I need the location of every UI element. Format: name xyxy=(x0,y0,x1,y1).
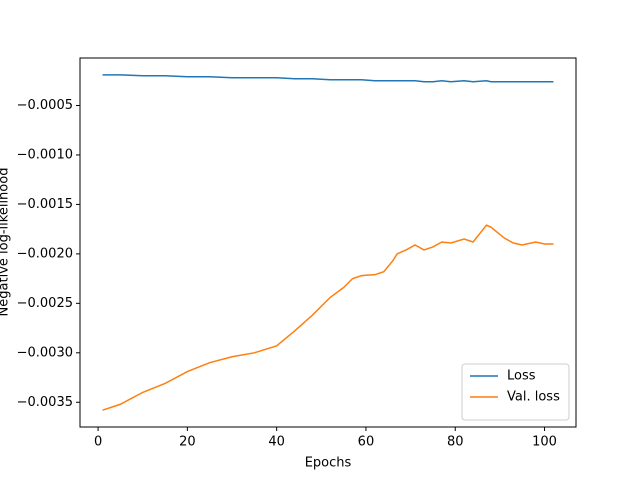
x-axis-label: Epochs xyxy=(305,456,352,471)
legend-label: Loss xyxy=(507,369,536,384)
plot-frame xyxy=(79,57,577,428)
y-tick-label: −0.0030 xyxy=(17,345,73,360)
legend-label: Val. loss xyxy=(507,390,560,405)
x-tick-label: 20 xyxy=(179,435,196,450)
x-tick-label: 60 xyxy=(358,435,375,450)
y-tick-label: −0.0005 xyxy=(17,98,73,113)
y-tick-label: −0.0020 xyxy=(17,246,73,261)
series-line xyxy=(102,224,554,411)
y-tick-label: −0.0010 xyxy=(17,147,73,162)
x-tick-label: 100 xyxy=(532,435,557,450)
legend-box xyxy=(461,363,570,421)
x-tick-label: 40 xyxy=(268,435,285,450)
series-line xyxy=(102,74,554,83)
x-tick-label: 80 xyxy=(447,435,464,450)
y-tick-label: −0.0025 xyxy=(17,296,73,311)
y-tick-label: −0.0035 xyxy=(17,395,73,410)
y-tick-label: −0.0015 xyxy=(17,197,73,212)
x-tick-label: 0 xyxy=(94,435,102,450)
y-axis-label: Negative log-likelihood xyxy=(0,168,12,317)
